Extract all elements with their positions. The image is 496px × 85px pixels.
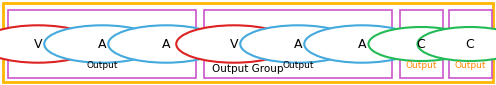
Text: Output Group: Output Group bbox=[212, 64, 284, 74]
Ellipse shape bbox=[418, 27, 496, 61]
Text: A: A bbox=[98, 37, 106, 50]
Ellipse shape bbox=[44, 25, 160, 63]
Ellipse shape bbox=[240, 25, 356, 63]
Ellipse shape bbox=[304, 25, 420, 63]
Text: C: C bbox=[417, 37, 426, 50]
Text: V: V bbox=[230, 37, 238, 50]
Text: Output: Output bbox=[282, 61, 314, 70]
Text: A: A bbox=[358, 37, 366, 50]
Ellipse shape bbox=[0, 25, 96, 63]
Ellipse shape bbox=[176, 25, 292, 63]
FancyBboxPatch shape bbox=[400, 10, 443, 78]
FancyBboxPatch shape bbox=[8, 10, 196, 78]
Text: Output: Output bbox=[86, 61, 118, 70]
FancyBboxPatch shape bbox=[3, 3, 493, 82]
FancyBboxPatch shape bbox=[204, 10, 392, 78]
Text: A: A bbox=[162, 37, 170, 50]
Text: Output: Output bbox=[454, 61, 486, 70]
FancyBboxPatch shape bbox=[449, 10, 492, 78]
Text: V: V bbox=[34, 37, 42, 50]
Ellipse shape bbox=[369, 27, 474, 61]
Text: A: A bbox=[294, 37, 302, 50]
Ellipse shape bbox=[108, 25, 224, 63]
Text: C: C bbox=[466, 37, 474, 50]
Text: Output: Output bbox=[405, 61, 437, 70]
